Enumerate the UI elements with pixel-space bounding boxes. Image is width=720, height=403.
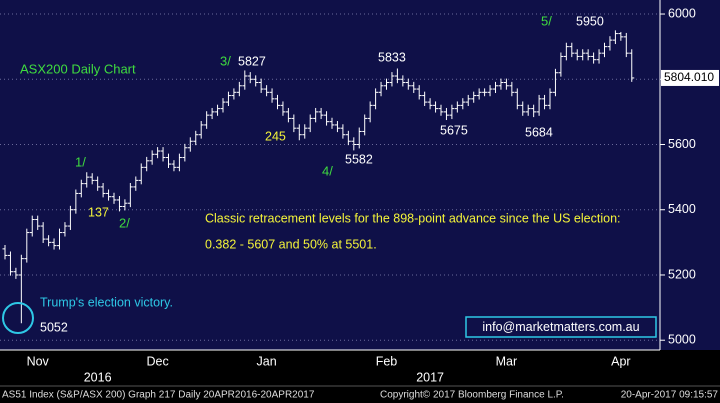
x-tick-label: Jan: [257, 354, 277, 368]
x-group-label: 2016: [84, 370, 112, 384]
level-label: 5950: [576, 14, 604, 28]
wave-label: 2/: [119, 215, 130, 230]
y-axis-area: [660, 0, 720, 350]
annotation: 0.382 - 5607 and 50% at 5501.: [205, 237, 377, 251]
level-label: 5833: [378, 50, 406, 64]
annotation: Classic retracement levels for the 898-p…: [205, 211, 621, 225]
x-tick-label: Feb: [376, 354, 398, 368]
level-label: 5582: [345, 152, 373, 166]
chart-title: ASX200 Daily Chart: [20, 61, 136, 76]
wave-label: 4/: [322, 163, 333, 178]
wave-label: 3/: [220, 53, 231, 68]
footer-center: Copyright© 2017 Bloomberg Finance L.P.: [380, 390, 564, 401]
x-tick-label: Dec: [146, 354, 168, 368]
y-tick-label: 5000: [668, 333, 696, 347]
wave-label: 1/: [75, 154, 86, 169]
last-value-label: 5804.010: [664, 70, 714, 84]
email: info@marketmatters.com.au: [482, 320, 639, 334]
level-label: 5684: [525, 125, 553, 139]
level-label: 5675: [440, 123, 468, 137]
email-box: [465, 316, 657, 338]
highlight-circle: [2, 302, 34, 334]
y-tick-label: 5200: [668, 267, 696, 281]
move-label: 245: [265, 129, 286, 143]
move-label: 137: [88, 205, 109, 219]
level-label: 5052: [40, 320, 68, 334]
last-value-box: [661, 69, 719, 86]
y-tick-label: 6000: [668, 6, 696, 20]
x-group-label: 2017: [416, 370, 444, 384]
wave-label: 5/: [541, 13, 552, 28]
level-label: 5827: [238, 54, 266, 68]
x-tick-label: Mar: [496, 354, 518, 368]
footer-left: AS51 Index (S&P/ASX 200) Graph 217 Daily…: [2, 390, 315, 401]
ohlc-bars: [2, 30, 635, 324]
plot-area: [0, 0, 660, 350]
annotation: Trump's election victory.: [40, 295, 173, 309]
x-tick-label: Nov: [27, 354, 50, 368]
y-tick-label: 5400: [668, 202, 696, 216]
x-tick-label: Apr: [611, 354, 630, 368]
y-tick-label: 5600: [668, 137, 696, 151]
footer-right: 20-Apr-2017 09:15:57: [621, 390, 719, 401]
